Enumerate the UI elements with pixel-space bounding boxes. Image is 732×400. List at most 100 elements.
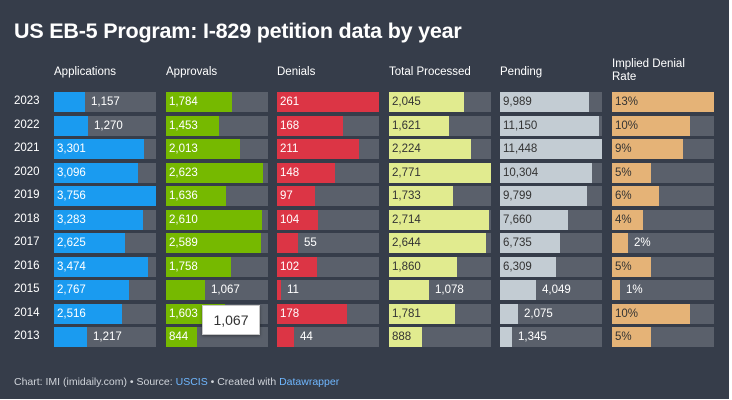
bar-mark[interactable]: [166, 327, 197, 347]
bar-track: 7,660: [500, 209, 602, 230]
bar-mark[interactable]: [277, 280, 281, 300]
bar-mark[interactable]: [54, 280, 129, 300]
bar-mark[interactable]: [277, 233, 298, 253]
bar-track: 1,453: [166, 115, 268, 136]
bar-mark[interactable]: [612, 303, 690, 324]
bar-track: 2,516: [54, 303, 156, 324]
bar-mark[interactable]: [166, 233, 261, 253]
bar-mark[interactable]: [166, 162, 263, 183]
bar-mark[interactable]: [612, 256, 651, 277]
bar-track: 55: [277, 233, 379, 253]
bar-track: 5%: [612, 327, 714, 347]
bar-mark[interactable]: [612, 327, 651, 347]
bar-mark[interactable]: [166, 139, 240, 159]
data-label: 888: [392, 331, 412, 343]
bar-mark[interactable]: [54, 303, 122, 324]
bar-mark[interactable]: [54, 115, 88, 136]
bar-track: 4,049: [500, 280, 602, 300]
bar-mark[interactable]: [612, 186, 659, 206]
data-label: 178: [280, 307, 300, 320]
value-tooltip: 1,067: [202, 305, 260, 335]
data-label: 11: [287, 284, 299, 296]
data-label: 3,301: [57, 143, 86, 155]
data-label: 5%: [615, 260, 632, 273]
bar-mark[interactable]: [500, 139, 602, 159]
bar-mark[interactable]: [166, 186, 226, 206]
source-link[interactable]: USCIS: [175, 376, 208, 388]
bar-mark[interactable]: [389, 139, 471, 159]
data-label: 168: [280, 119, 300, 132]
bar-mark[interactable]: [277, 327, 294, 347]
bar-mark[interactable]: [612, 115, 690, 136]
bar-mark[interactable]: [277, 139, 359, 159]
bar-mark[interactable]: [166, 92, 232, 112]
bar-track: 9,989: [500, 92, 602, 112]
bar-mark[interactable]: [500, 209, 568, 230]
bar-mark[interactable]: [389, 327, 422, 347]
bar-mark[interactable]: [277, 209, 318, 230]
bar-mark[interactable]: [277, 92, 379, 112]
bar-mark[interactable]: [54, 256, 148, 277]
bar-mark[interactable]: [54, 233, 125, 253]
bar-mark[interactable]: [54, 186, 156, 206]
bar-mark[interactable]: [500, 233, 560, 253]
datawrapper-link[interactable]: Datawrapper: [279, 376, 340, 388]
bar-mark[interactable]: [389, 186, 453, 206]
bar-mark[interactable]: [500, 115, 599, 136]
bar-mark[interactable]: [277, 186, 315, 206]
bar-mark[interactable]: [389, 233, 486, 253]
bar-track: 2,589: [166, 233, 268, 253]
bar-mark[interactable]: [500, 327, 512, 347]
bar-mark[interactable]: [500, 162, 592, 183]
bar-mark[interactable]: [612, 280, 620, 300]
data-label: 2,610: [169, 213, 198, 226]
bar-mark[interactable]: [389, 162, 491, 183]
data-label: 6%: [615, 190, 632, 202]
bar-mark[interactable]: [500, 92, 589, 112]
bar-mark[interactable]: [389, 303, 455, 324]
bar-track: 2,610: [166, 209, 268, 230]
bar-mark[interactable]: [389, 92, 464, 112]
bar-track: 9%: [612, 139, 714, 159]
bar-mark[interactable]: [612, 162, 651, 183]
data-label: 1,078: [435, 284, 464, 296]
bar-mark[interactable]: [166, 115, 219, 136]
bar-mark[interactable]: [500, 186, 587, 206]
bar-mark[interactable]: [500, 303, 518, 324]
row-year-label: 2022: [14, 118, 40, 131]
bar-mark[interactable]: [277, 303, 347, 324]
bar-mark[interactable]: [500, 280, 536, 300]
bar-mark[interactable]: [389, 115, 449, 136]
row-year-label: 2018: [14, 212, 40, 225]
bar-mark[interactable]: [54, 209, 143, 230]
bar-mark[interactable]: [54, 139, 144, 159]
bar-track: 1%: [612, 280, 714, 300]
bar-mark[interactable]: [166, 280, 205, 300]
data-label: 1,781: [392, 307, 421, 320]
bar-mark[interactable]: [389, 256, 457, 277]
bar-mark[interactable]: [166, 209, 262, 230]
bar-mark[interactable]: [500, 256, 556, 277]
bar-mark[interactable]: [54, 162, 138, 183]
bar-track: 2,714: [389, 209, 491, 230]
bar-mark[interactable]: [277, 162, 335, 183]
bar-mark[interactable]: [612, 139, 683, 159]
bar-mark[interactable]: [277, 256, 317, 277]
bar-mark[interactable]: [389, 280, 429, 300]
bar-mark[interactable]: [166, 256, 231, 277]
bar-track: 2,625: [54, 233, 156, 253]
bar-mark[interactable]: [389, 209, 489, 230]
footer-middle: • Created with: [207, 376, 280, 388]
data-label: 1,733: [392, 190, 421, 202]
data-label: 1,067: [211, 284, 240, 296]
bar-mark[interactable]: [277, 115, 343, 136]
bar-mark[interactable]: [612, 209, 643, 230]
data-label: 104: [280, 213, 300, 226]
bar-mark[interactable]: [612, 92, 714, 112]
bar-mark[interactable]: [54, 327, 87, 347]
bar-mark[interactable]: [612, 233, 628, 253]
bar-mark[interactable]: [54, 92, 85, 112]
bar-track: 1,781: [389, 303, 491, 324]
data-label: 2,771: [392, 166, 421, 179]
data-label: 2,714: [392, 213, 421, 226]
